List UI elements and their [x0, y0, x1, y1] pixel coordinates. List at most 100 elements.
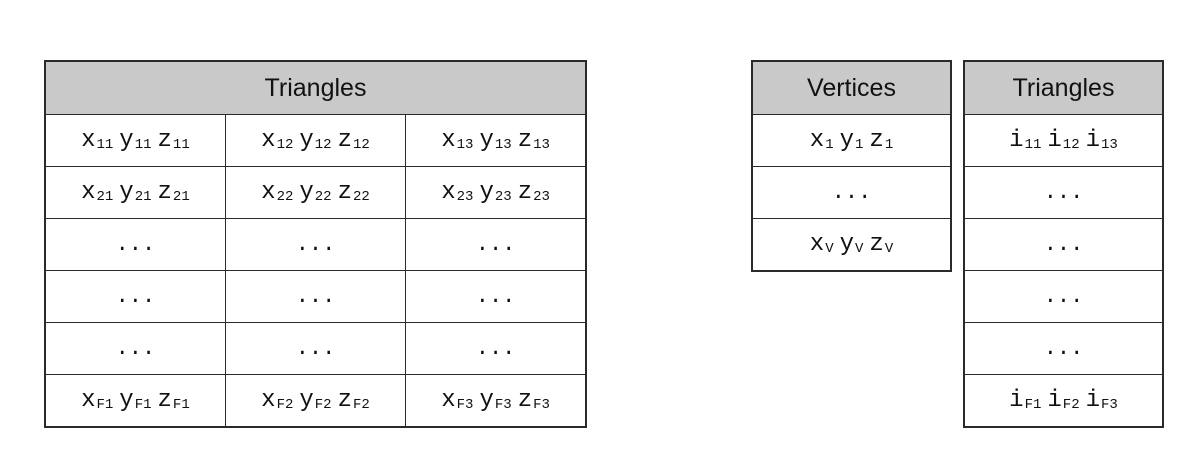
coordinate-subscript: F1: [172, 397, 190, 413]
coordinate-subscript: 12: [1062, 137, 1080, 153]
coordinate-symbol: y: [119, 127, 134, 154]
coordinate-symbol: i: [1047, 127, 1062, 154]
coordinate-symbol: z: [337, 387, 352, 414]
table-cell: x11 y11 z11: [44, 114, 226, 167]
coordinate-subscript: 13: [456, 137, 474, 153]
coordinate-symbol: y: [119, 179, 134, 206]
ellipsis-text: ...: [295, 232, 336, 257]
indexed-triangles-table: Triangles i11 i12 i13............ iF1 iF2 iF3: [963, 60, 1164, 428]
coordinate-symbol: y: [839, 231, 854, 258]
table-row: x1 y1 z1: [751, 114, 952, 167]
coordinate-subscript: 22: [353, 189, 370, 205]
table-cell: ...: [224, 322, 407, 375]
ellipsis-text: ...: [1043, 336, 1084, 361]
coordinate-symbol: y: [299, 179, 314, 206]
table-cell: ...: [44, 270, 226, 323]
coordinate-subscript: 22: [276, 189, 294, 205]
coordinate-subscript: 13: [1101, 137, 1118, 153]
coordinate-symbol: x: [81, 179, 96, 206]
coordinate-symbol: y: [299, 387, 314, 414]
coordinate-subscript: 23: [533, 189, 550, 205]
coordinate-subscript: F2: [314, 397, 332, 413]
coordinate-symbol: x: [441, 127, 456, 154]
table-row: ...: [963, 166, 1164, 219]
ellipsis-text: ...: [475, 284, 516, 309]
table-row: x21 y21 z21 x22 y22 z22 x23 y23 z23: [44, 166, 587, 219]
coordinate-subscript: F3: [533, 397, 550, 413]
coordinate-symbol: z: [337, 127, 352, 154]
coordinate-subscript: F2: [353, 397, 370, 413]
triangle-soup-header: Triangles: [44, 60, 587, 115]
coordinate-subscript: 22: [314, 189, 332, 205]
ellipsis-text: ...: [115, 232, 156, 257]
table-cell: x1 y1 z1: [751, 114, 952, 167]
ellipsis-text: ...: [475, 336, 516, 361]
ellipsis-text: ...: [831, 180, 872, 205]
ellipsis-text: ...: [295, 284, 336, 309]
table-row: ...: [963, 270, 1164, 323]
coordinate-symbol: i: [1009, 127, 1024, 154]
table-cell: ...: [751, 166, 952, 219]
coordinate-symbol: z: [157, 387, 172, 414]
ellipsis-text: ...: [1043, 284, 1084, 309]
coordinate-subscript: 13: [533, 137, 550, 153]
coordinate-subscript: 1: [825, 137, 834, 153]
table-cell: xV yV zV: [751, 218, 952, 272]
coordinate-symbol: z: [157, 179, 172, 206]
coordinate-subscript: F3: [1101, 397, 1118, 413]
coordinate-subscript: 11: [1024, 137, 1042, 153]
table-cell: ...: [44, 322, 226, 375]
table-cell: x21 y21 z21: [44, 166, 226, 219]
table-cell: ...: [963, 218, 1164, 271]
table-cell: ...: [963, 166, 1164, 219]
ellipsis-text: ...: [1043, 180, 1084, 205]
table-row: xV yV zV: [751, 218, 952, 272]
vertices-table: Vertices x1 y1 z1... xV yV zV: [751, 60, 952, 272]
coordinate-subscript: F3: [456, 397, 474, 413]
table-cell: x22 y22 z22: [224, 166, 407, 219]
coordinate-symbol: z: [517, 387, 533, 414]
table-cell: iF1 iF2 iF3: [963, 374, 1164, 428]
coordinate-symbol: y: [119, 387, 134, 414]
table-cell: ...: [224, 270, 407, 323]
coordinate-subscript: 21: [96, 189, 114, 205]
table-cell: x13 y13 z13: [405, 114, 587, 167]
coordinate-symbol: y: [839, 127, 854, 154]
table-row: .........: [44, 322, 587, 375]
table-row: ...: [751, 166, 952, 219]
table-cell: ...: [963, 322, 1164, 375]
vertices-header: Vertices: [751, 60, 952, 115]
coordinate-subscript: 21: [134, 189, 152, 205]
coordinate-subscript: V: [855, 241, 864, 257]
coordinate-symbol: z: [517, 179, 533, 206]
coordinate-subscript: 11: [172, 137, 190, 153]
coordinate-symbol: z: [517, 127, 533, 154]
coordinate-symbol: x: [809, 231, 825, 258]
table-cell: ...: [224, 218, 407, 271]
table-cell: ...: [44, 218, 226, 271]
coordinate-subscript: F2: [1062, 397, 1080, 413]
coordinate-symbol: y: [479, 387, 494, 414]
coordinate-symbol: i: [1085, 387, 1101, 414]
table-cell: xF3 yF3 zF3: [405, 374, 587, 428]
coordinate-symbol: i: [1009, 387, 1024, 414]
table-cell: i11 i12 i13: [963, 114, 1164, 167]
coordinate-symbol: x: [441, 387, 456, 414]
coordinate-symbol: i: [1085, 127, 1101, 154]
coordinate-subscript: V: [825, 241, 834, 257]
coordinate-symbol: x: [441, 179, 456, 206]
coordinate-symbol: x: [261, 179, 276, 206]
coordinate-symbol: z: [869, 127, 884, 154]
ellipsis-text: ...: [115, 336, 156, 361]
table-row: ...: [963, 218, 1164, 271]
table-cell: xF2 yF2 zF2: [224, 374, 407, 428]
table-row: x11 y11 z11 x12 y12 z12 x13 y13 z13: [44, 114, 587, 167]
coordinate-subscript: 12: [276, 137, 294, 153]
table-row: xF1 yF1 zF1 xF2 yF2 zF2 xF3 yF3 zF3: [44, 374, 587, 428]
ellipsis-text: ...: [295, 336, 336, 361]
table-cell: x12 y12 z12: [224, 114, 407, 167]
table-row: ...: [963, 322, 1164, 375]
coordinate-symbol: y: [479, 179, 494, 206]
coordinate-symbol: x: [81, 387, 96, 414]
indexed-triangles-header: Triangles: [963, 60, 1164, 115]
